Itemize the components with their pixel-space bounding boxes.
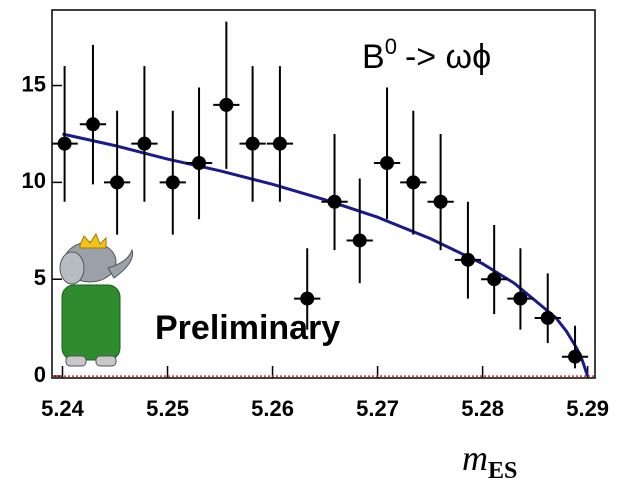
x-label-sub: ES [488, 458, 517, 484]
x-tick-label: 5.25 [146, 396, 189, 421]
x-axis-label: mES [462, 438, 517, 484]
data-point [352, 233, 367, 248]
data-point [433, 194, 448, 209]
watermark: Preliminary [155, 309, 340, 347]
data-point [406, 175, 421, 190]
data-point [85, 117, 100, 132]
annotation-main: B [362, 38, 385, 76]
data-point [487, 272, 502, 287]
data-point [245, 136, 260, 151]
data-point [110, 175, 125, 190]
data-point [192, 156, 207, 171]
data-point [219, 97, 234, 112]
plot-frame [51, 9, 596, 379]
data-point [272, 136, 287, 151]
annotation-rest: -> ωϕ [405, 38, 491, 76]
x-label-main: m [462, 438, 488, 478]
data-point [165, 175, 180, 190]
data-point [300, 291, 315, 306]
annotation-sup: 0 [385, 34, 397, 59]
x-tick-label: 5.28 [461, 396, 504, 421]
x-tick-label: 5.27 [356, 396, 399, 421]
x-tick-label: 5.24 [41, 396, 85, 421]
data-point [57, 136, 72, 151]
data-point [380, 156, 395, 171]
y-tick-label: 10 [22, 168, 46, 193]
elephant-logo [59, 232, 134, 367]
x-tick-label: 5.29 [566, 396, 609, 421]
y-tick-label: 0 [34, 362, 46, 387]
data-point [137, 136, 152, 151]
data-point [540, 310, 555, 325]
x-tick-label: 5.26 [251, 396, 294, 421]
data-point [327, 194, 342, 209]
annotation: B0 -> ωϕ [362, 34, 491, 76]
data-point [460, 252, 475, 267]
y-tick-label: 15 [22, 71, 46, 96]
y-tick-label: 5 [34, 265, 46, 290]
data-point [568, 349, 583, 364]
data-point [513, 291, 528, 306]
